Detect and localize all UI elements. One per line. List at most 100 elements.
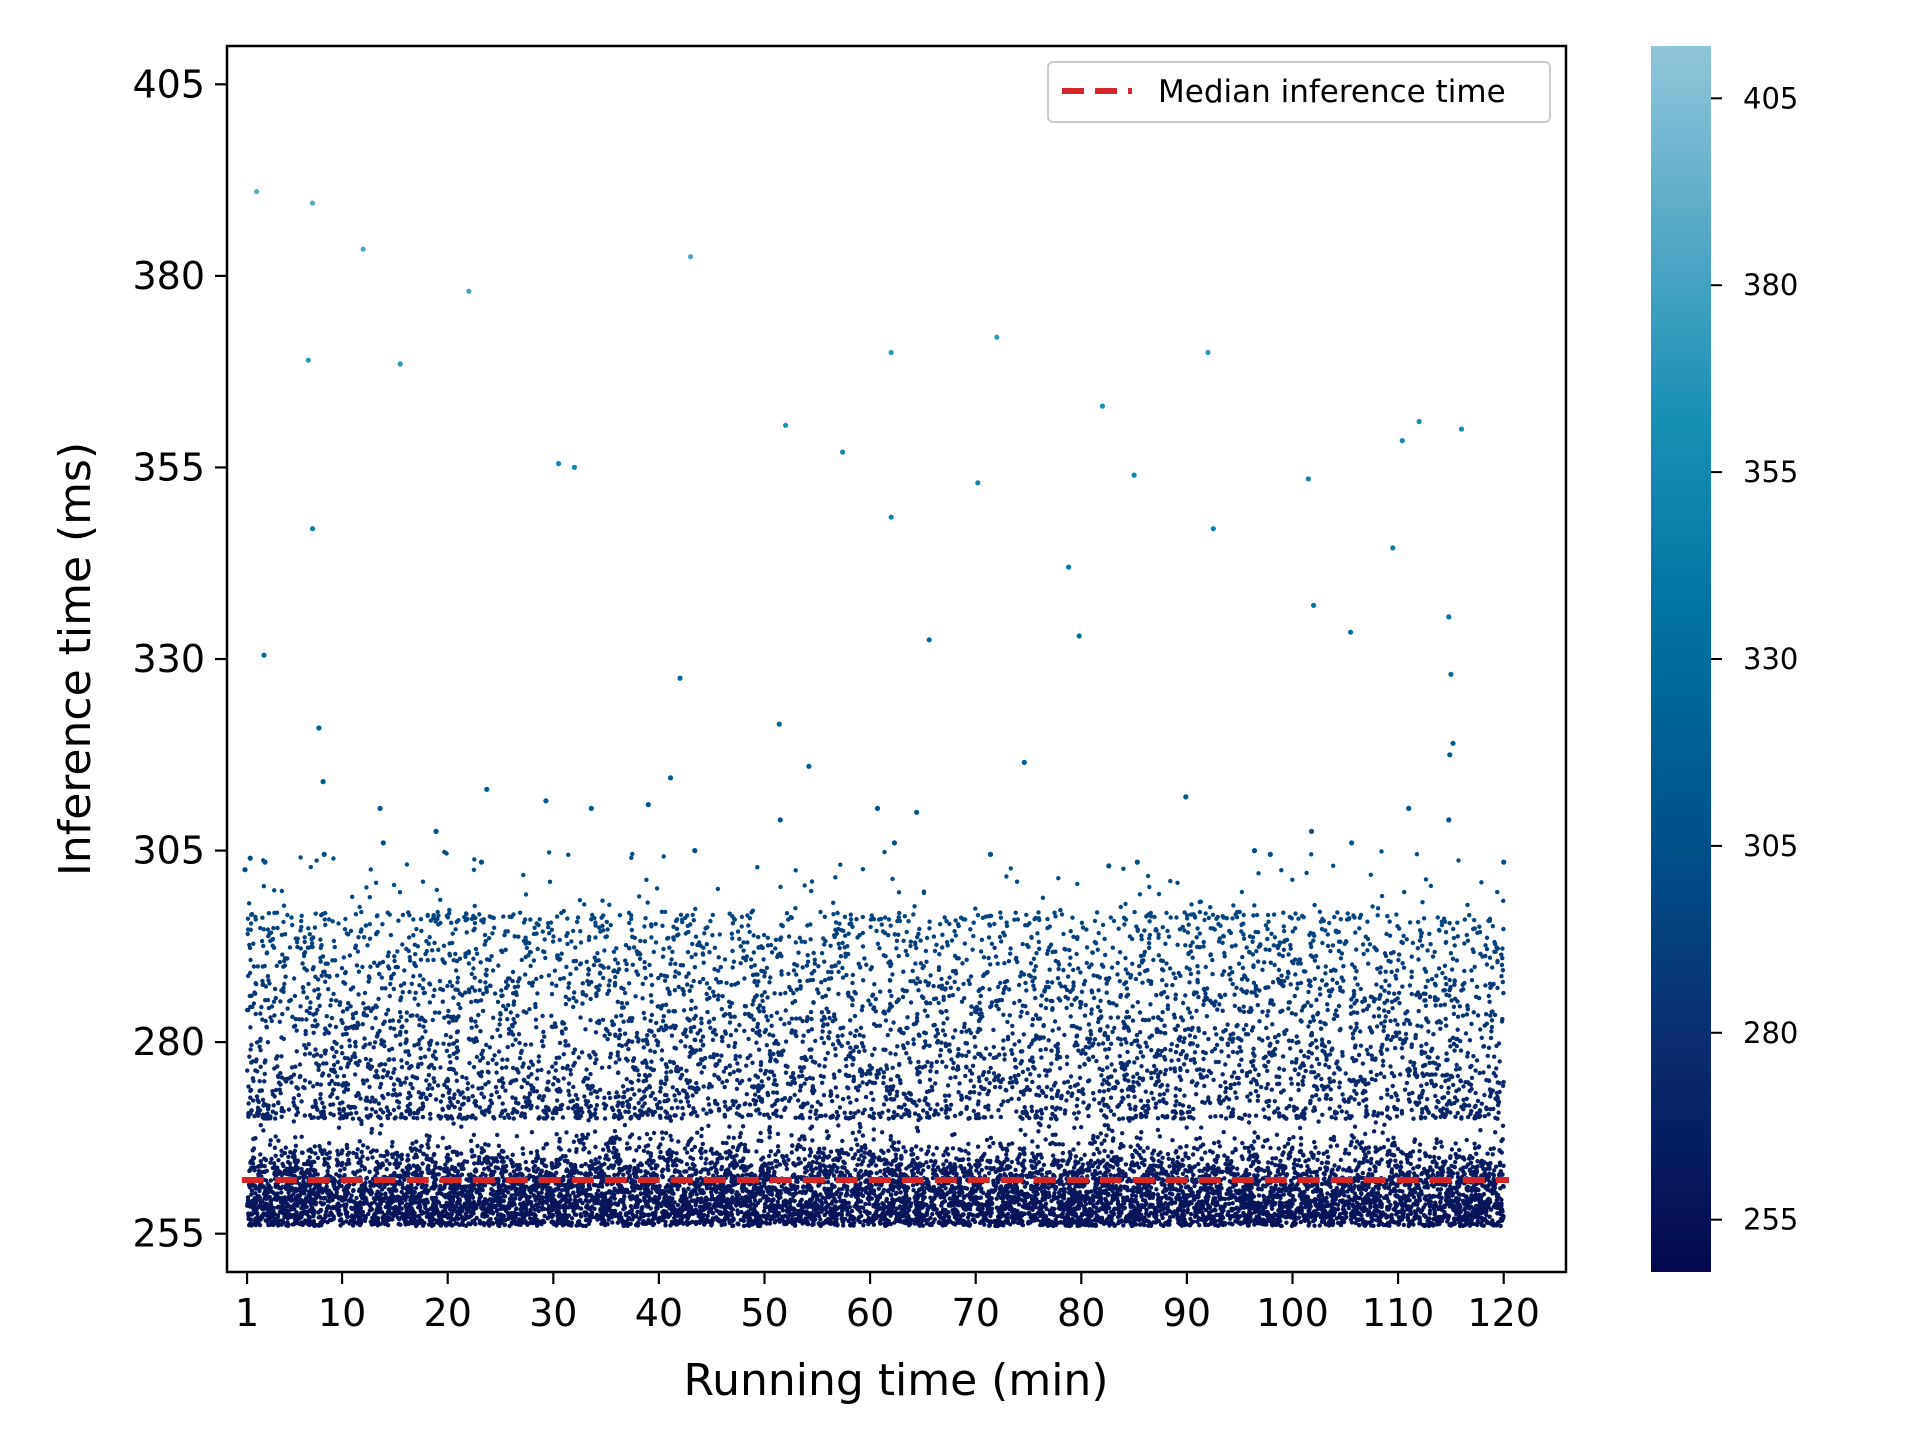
data-point	[1417, 1148, 1422, 1154]
data-point	[282, 1150, 288, 1156]
data-point	[988, 1213, 993, 1219]
data-point	[1480, 1216, 1485, 1221]
data-point	[1476, 1144, 1482, 1149]
data-point	[856, 1157, 861, 1162]
data-point	[979, 1157, 985, 1163]
data-point	[513, 1196, 518, 1201]
data-point	[777, 1162, 783, 1167]
data-point	[424, 1153, 429, 1159]
data-point	[1073, 1154, 1079, 1159]
data-point	[258, 1152, 263, 1157]
data-point	[822, 1146, 827, 1151]
data-point	[708, 1197, 714, 1202]
data-point	[1297, 1125, 1303, 1131]
data-points	[242, 189, 1507, 1229]
data-point	[1188, 1212, 1194, 1217]
data-point	[1184, 1144, 1189, 1149]
data-point	[1246, 1120, 1252, 1125]
data-point	[1265, 1160, 1271, 1165]
data-point	[1448, 1154, 1453, 1159]
data-point	[1216, 1139, 1221, 1145]
data-point	[1315, 1157, 1320, 1163]
data-point	[410, 1141, 415, 1146]
data-point	[1089, 1141, 1095, 1146]
data-point	[984, 1137, 990, 1143]
data-point	[535, 1152, 540, 1158]
data-point	[1156, 1152, 1161, 1157]
data-point	[682, 1146, 688, 1151]
data-point	[1230, 1201, 1235, 1206]
data-point	[926, 1164, 931, 1170]
data-point	[567, 1148, 572, 1153]
data-point	[389, 1144, 395, 1149]
data-point	[1192, 1183, 1197, 1189]
data-point	[1184, 1125, 1189, 1130]
data-point	[589, 1210, 595, 1215]
data-point	[720, 1140, 726, 1146]
data-point	[1487, 1188, 1493, 1193]
data-point	[1154, 1205, 1159, 1211]
data-point	[385, 1108, 391, 1114]
data-point	[1141, 1172, 1147, 1178]
data-point	[1110, 1128, 1115, 1134]
data-point	[1475, 1159, 1480, 1164]
data-point	[1004, 1152, 1009, 1157]
data-point	[369, 1126, 375, 1132]
data-point	[1197, 1168, 1202, 1174]
data-point	[1212, 1157, 1218, 1163]
data-point	[871, 1137, 876, 1142]
data-point	[806, 1221, 811, 1227]
data-point	[426, 1138, 431, 1143]
data-point	[1351, 1135, 1356, 1140]
data-point	[711, 1173, 716, 1178]
data-point	[866, 1151, 871, 1156]
data-point	[1043, 1201, 1049, 1206]
data-point	[628, 1197, 634, 1202]
data-point	[1079, 1125, 1084, 1130]
data-point	[366, 1211, 371, 1217]
data-point	[606, 1148, 612, 1153]
data-point	[1043, 1137, 1048, 1142]
data-point	[1030, 1139, 1035, 1144]
data-point	[279, 1190, 284, 1195]
data-point	[754, 1149, 759, 1154]
data-point	[867, 1201, 872, 1207]
data-point	[850, 1156, 856, 1161]
data-point	[786, 1157, 791, 1163]
data-point	[1225, 1157, 1230, 1163]
data-point	[427, 1134, 432, 1139]
data-point	[1373, 1168, 1378, 1174]
data-point	[1434, 1137, 1439, 1142]
data-point	[424, 1214, 430, 1219]
data-point	[1133, 1148, 1138, 1153]
data-point	[1493, 1130, 1498, 1135]
data-point	[915, 1195, 920, 1201]
data-point	[1160, 1215, 1165, 1221]
data-point	[1385, 1137, 1391, 1143]
data-point	[925, 1149, 931, 1154]
data-point	[1290, 1181, 1295, 1187]
data-point	[758, 1130, 763, 1136]
data-point	[340, 1148, 345, 1153]
data-point	[411, 1163, 416, 1168]
data-point	[986, 1171, 992, 1176]
data-point	[470, 1154, 475, 1159]
data-point	[1188, 1216, 1193, 1222]
data-point	[313, 1151, 318, 1156]
data-point	[719, 1164, 725, 1170]
data-point	[703, 1149, 708, 1154]
data-point	[1319, 1160, 1325, 1166]
data-point	[1437, 1191, 1443, 1196]
data-point	[724, 1140, 729, 1146]
data-point	[673, 1158, 678, 1163]
data-point	[612, 1172, 617, 1178]
data-point	[401, 1175, 406, 1181]
data-point	[405, 1158, 410, 1163]
data-point	[934, 1145, 939, 1151]
data-point	[1455, 1171, 1460, 1176]
data-point	[974, 1168, 979, 1173]
data-point	[831, 1173, 837, 1178]
data-point	[384, 1158, 389, 1163]
data-point	[456, 1198, 461, 1204]
data-point	[1232, 1136, 1237, 1141]
